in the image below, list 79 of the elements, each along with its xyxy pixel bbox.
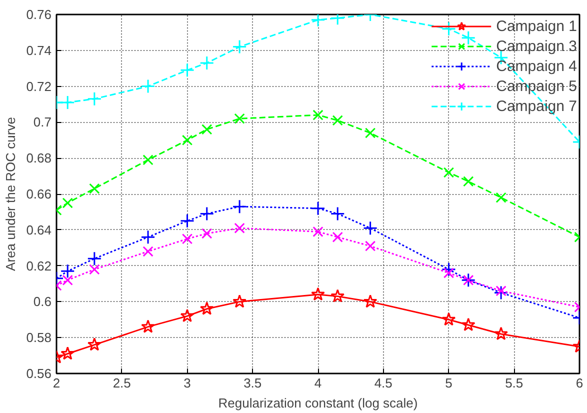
x-axis-title: Regularization constant (log scale) bbox=[218, 396, 418, 410]
point bbox=[60, 346, 75, 360]
point bbox=[87, 338, 102, 351]
point bbox=[232, 199, 247, 214]
y-tick-label: 0.7 bbox=[33, 114, 52, 130]
y-tick-label: 0.68 bbox=[26, 150, 52, 166]
point bbox=[87, 92, 102, 106]
y-tick-label: 0.58 bbox=[26, 330, 52, 346]
y-tick-label: 0.64 bbox=[26, 222, 52, 238]
legend-label: Campaign 1 bbox=[496, 18, 577, 34]
point bbox=[140, 79, 156, 94]
x-tick-label: 5.5 bbox=[505, 376, 524, 390]
point bbox=[461, 30, 476, 46]
point bbox=[200, 56, 214, 70]
y-tick-label: 0.62 bbox=[26, 258, 52, 274]
point bbox=[202, 124, 212, 135]
point bbox=[234, 113, 245, 124]
point bbox=[142, 246, 154, 257]
point bbox=[312, 110, 324, 120]
point bbox=[140, 230, 156, 244]
point bbox=[364, 240, 376, 252]
point bbox=[62, 274, 73, 286]
y-tick-label: 0.74 bbox=[26, 42, 52, 58]
point bbox=[364, 128, 376, 138]
point bbox=[312, 226, 324, 238]
point bbox=[232, 294, 246, 308]
point bbox=[232, 40, 247, 54]
point bbox=[442, 312, 456, 326]
point bbox=[442, 262, 456, 277]
point bbox=[182, 134, 193, 146]
point bbox=[332, 115, 343, 126]
point bbox=[330, 289, 345, 302]
point bbox=[180, 308, 194, 322]
x-tick-label: 2.5 bbox=[112, 376, 131, 390]
x-tick-label: 3.5 bbox=[244, 376, 262, 390]
point bbox=[330, 206, 345, 221]
point bbox=[200, 206, 214, 221]
y-tick-label: 0.72 bbox=[26, 78, 52, 94]
x-tick-label: 6 bbox=[576, 376, 584, 390]
point bbox=[234, 222, 245, 234]
point bbox=[363, 220, 378, 236]
point bbox=[89, 264, 100, 275]
point bbox=[332, 232, 343, 242]
point bbox=[180, 62, 194, 78]
y-tick-label: 0.56 bbox=[26, 366, 52, 381]
y-tick-label: 0.66 bbox=[26, 186, 52, 202]
x-tick-label: 4.5 bbox=[374, 376, 392, 390]
point bbox=[180, 214, 194, 228]
point bbox=[494, 326, 508, 340]
y-tick-label: 0.6 bbox=[33, 294, 52, 310]
x-tick-label: 2 bbox=[52, 376, 60, 390]
point bbox=[443, 167, 454, 178]
point bbox=[202, 228, 212, 239]
point bbox=[363, 294, 378, 308]
y-axis-title: Area under the ROC curve bbox=[3, 117, 18, 271]
point bbox=[311, 287, 325, 301]
point bbox=[141, 320, 155, 333]
y-tick-label: 0.76 bbox=[26, 7, 52, 22]
point bbox=[463, 176, 474, 187]
legend-label: Campaign 3 bbox=[496, 38, 577, 54]
point bbox=[60, 95, 75, 110]
point bbox=[60, 264, 75, 278]
point bbox=[200, 302, 214, 315]
point bbox=[182, 234, 193, 244]
x-tick-label: 5 bbox=[445, 376, 452, 390]
point bbox=[494, 285, 508, 300]
point bbox=[496, 286, 506, 296]
point bbox=[89, 183, 100, 194]
legend-label: Campaign 5 bbox=[496, 78, 577, 94]
x-tick-label: 3 bbox=[184, 376, 191, 390]
point bbox=[496, 192, 506, 203]
point bbox=[443, 268, 454, 278]
point bbox=[310, 201, 326, 216]
point bbox=[461, 318, 476, 332]
point bbox=[62, 198, 73, 208]
point bbox=[87, 251, 102, 266]
point bbox=[310, 14, 326, 28]
x-tick-label: 4 bbox=[314, 376, 322, 390]
point bbox=[142, 154, 154, 166]
